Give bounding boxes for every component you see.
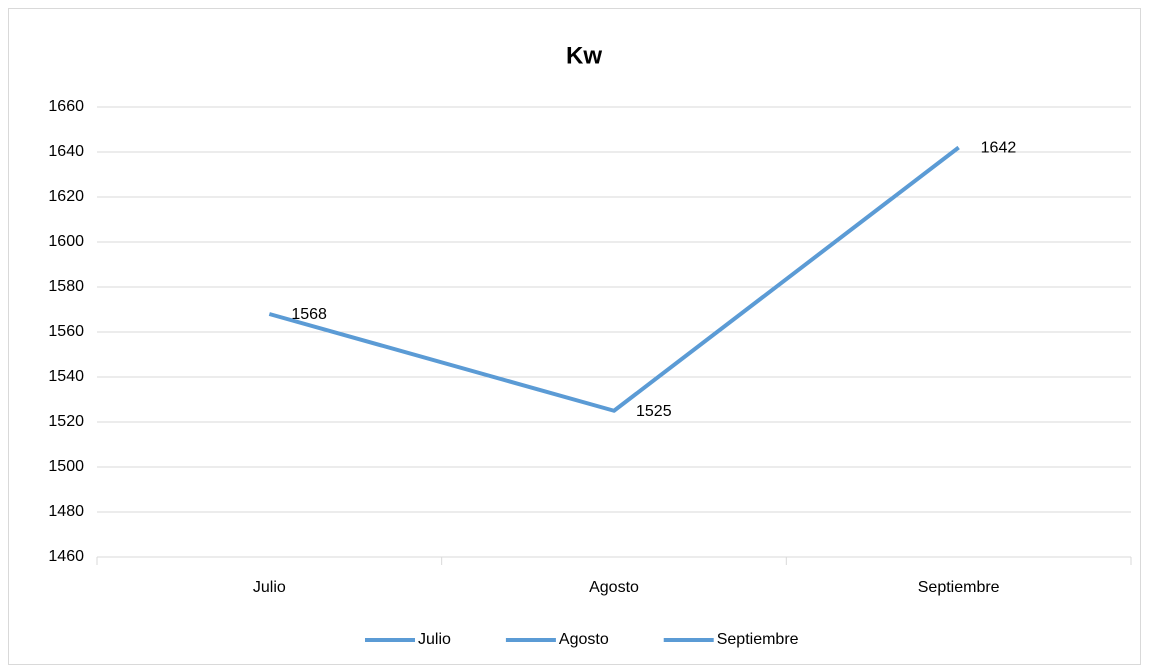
y-tick-label: 1460	[48, 548, 84, 565]
x-tick-label: Agosto	[589, 579, 639, 596]
y-tick-label: 1560	[48, 323, 84, 340]
y-tick-label: 1480	[48, 503, 84, 520]
x-tick-label: Septiembre	[918, 579, 1000, 596]
legend-label: Septiembre	[717, 631, 799, 648]
chart-title: Kw	[566, 42, 602, 69]
data-label: 1642	[981, 140, 1017, 157]
y-tick-label: 1500	[48, 458, 84, 475]
line	[268, 145, 960, 413]
y-tick-label: 1660	[48, 98, 84, 115]
legend-label: Agosto	[559, 631, 609, 648]
y-tick-label: 1540	[48, 368, 84, 385]
data-label: 1568	[291, 306, 327, 323]
y-tick-label: 1520	[48, 413, 84, 430]
y-tick-label: 1600	[48, 233, 84, 250]
y-tick-label: 1640	[48, 143, 84, 160]
data-label: 1525	[636, 403, 672, 420]
x-tick-label: Julio	[253, 579, 286, 596]
y-tick-label: 1580	[48, 278, 84, 295]
y-tick-label: 1620	[48, 188, 84, 205]
chart-border	[8, 8, 1141, 665]
legend-label: Julio	[418, 631, 451, 648]
